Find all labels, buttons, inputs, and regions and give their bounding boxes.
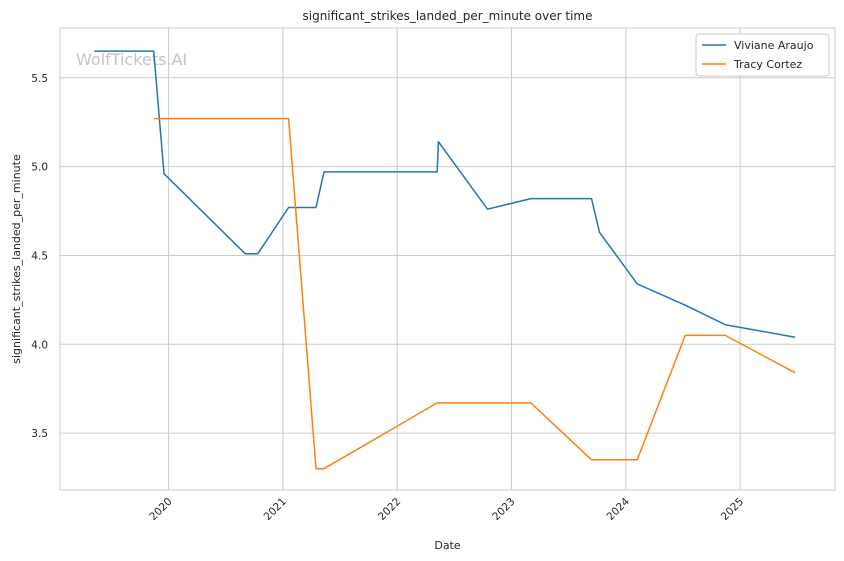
y-tick-label: 5.0	[31, 162, 48, 174]
y-axis-label: significant_strikes_landed_per_minute	[10, 154, 23, 364]
y-tick-label: 4.0	[31, 339, 48, 351]
chart-title: significant_strikes_landed_per_minute ov…	[302, 9, 592, 23]
x-tick-label: 2020	[147, 496, 174, 523]
grid	[60, 28, 835, 490]
series-line-viviane-araujo	[94, 50, 796, 338]
legend-label-tracy-cortez: Tracy Cortez	[733, 58, 802, 71]
legend: Viviane Araujo Tracy Cortez	[695, 33, 830, 77]
x-tick-label: 2023	[490, 496, 517, 523]
x-tick-label: 2021	[262, 496, 289, 523]
legend-label-viviane-araujo: Viviane Araujo	[734, 39, 814, 52]
y-tick-label: 5.5	[31, 73, 48, 85]
watermark: WolfTickets.AI	[76, 50, 187, 69]
x-tick-label: 2024	[605, 495, 633, 523]
y-tick-label: 3.5	[31, 428, 48, 440]
legend-box	[695, 33, 830, 77]
y-tick-label: 4.5	[31, 250, 48, 262]
series-line-tracy-cortez	[153, 117, 796, 470]
x-tick-label: 2025	[719, 496, 746, 523]
x-axis-label: Date	[434, 539, 461, 552]
x-tick-label: 2022	[376, 496, 403, 523]
series-lines	[94, 50, 796, 470]
plot-frame	[59, 27, 836, 491]
